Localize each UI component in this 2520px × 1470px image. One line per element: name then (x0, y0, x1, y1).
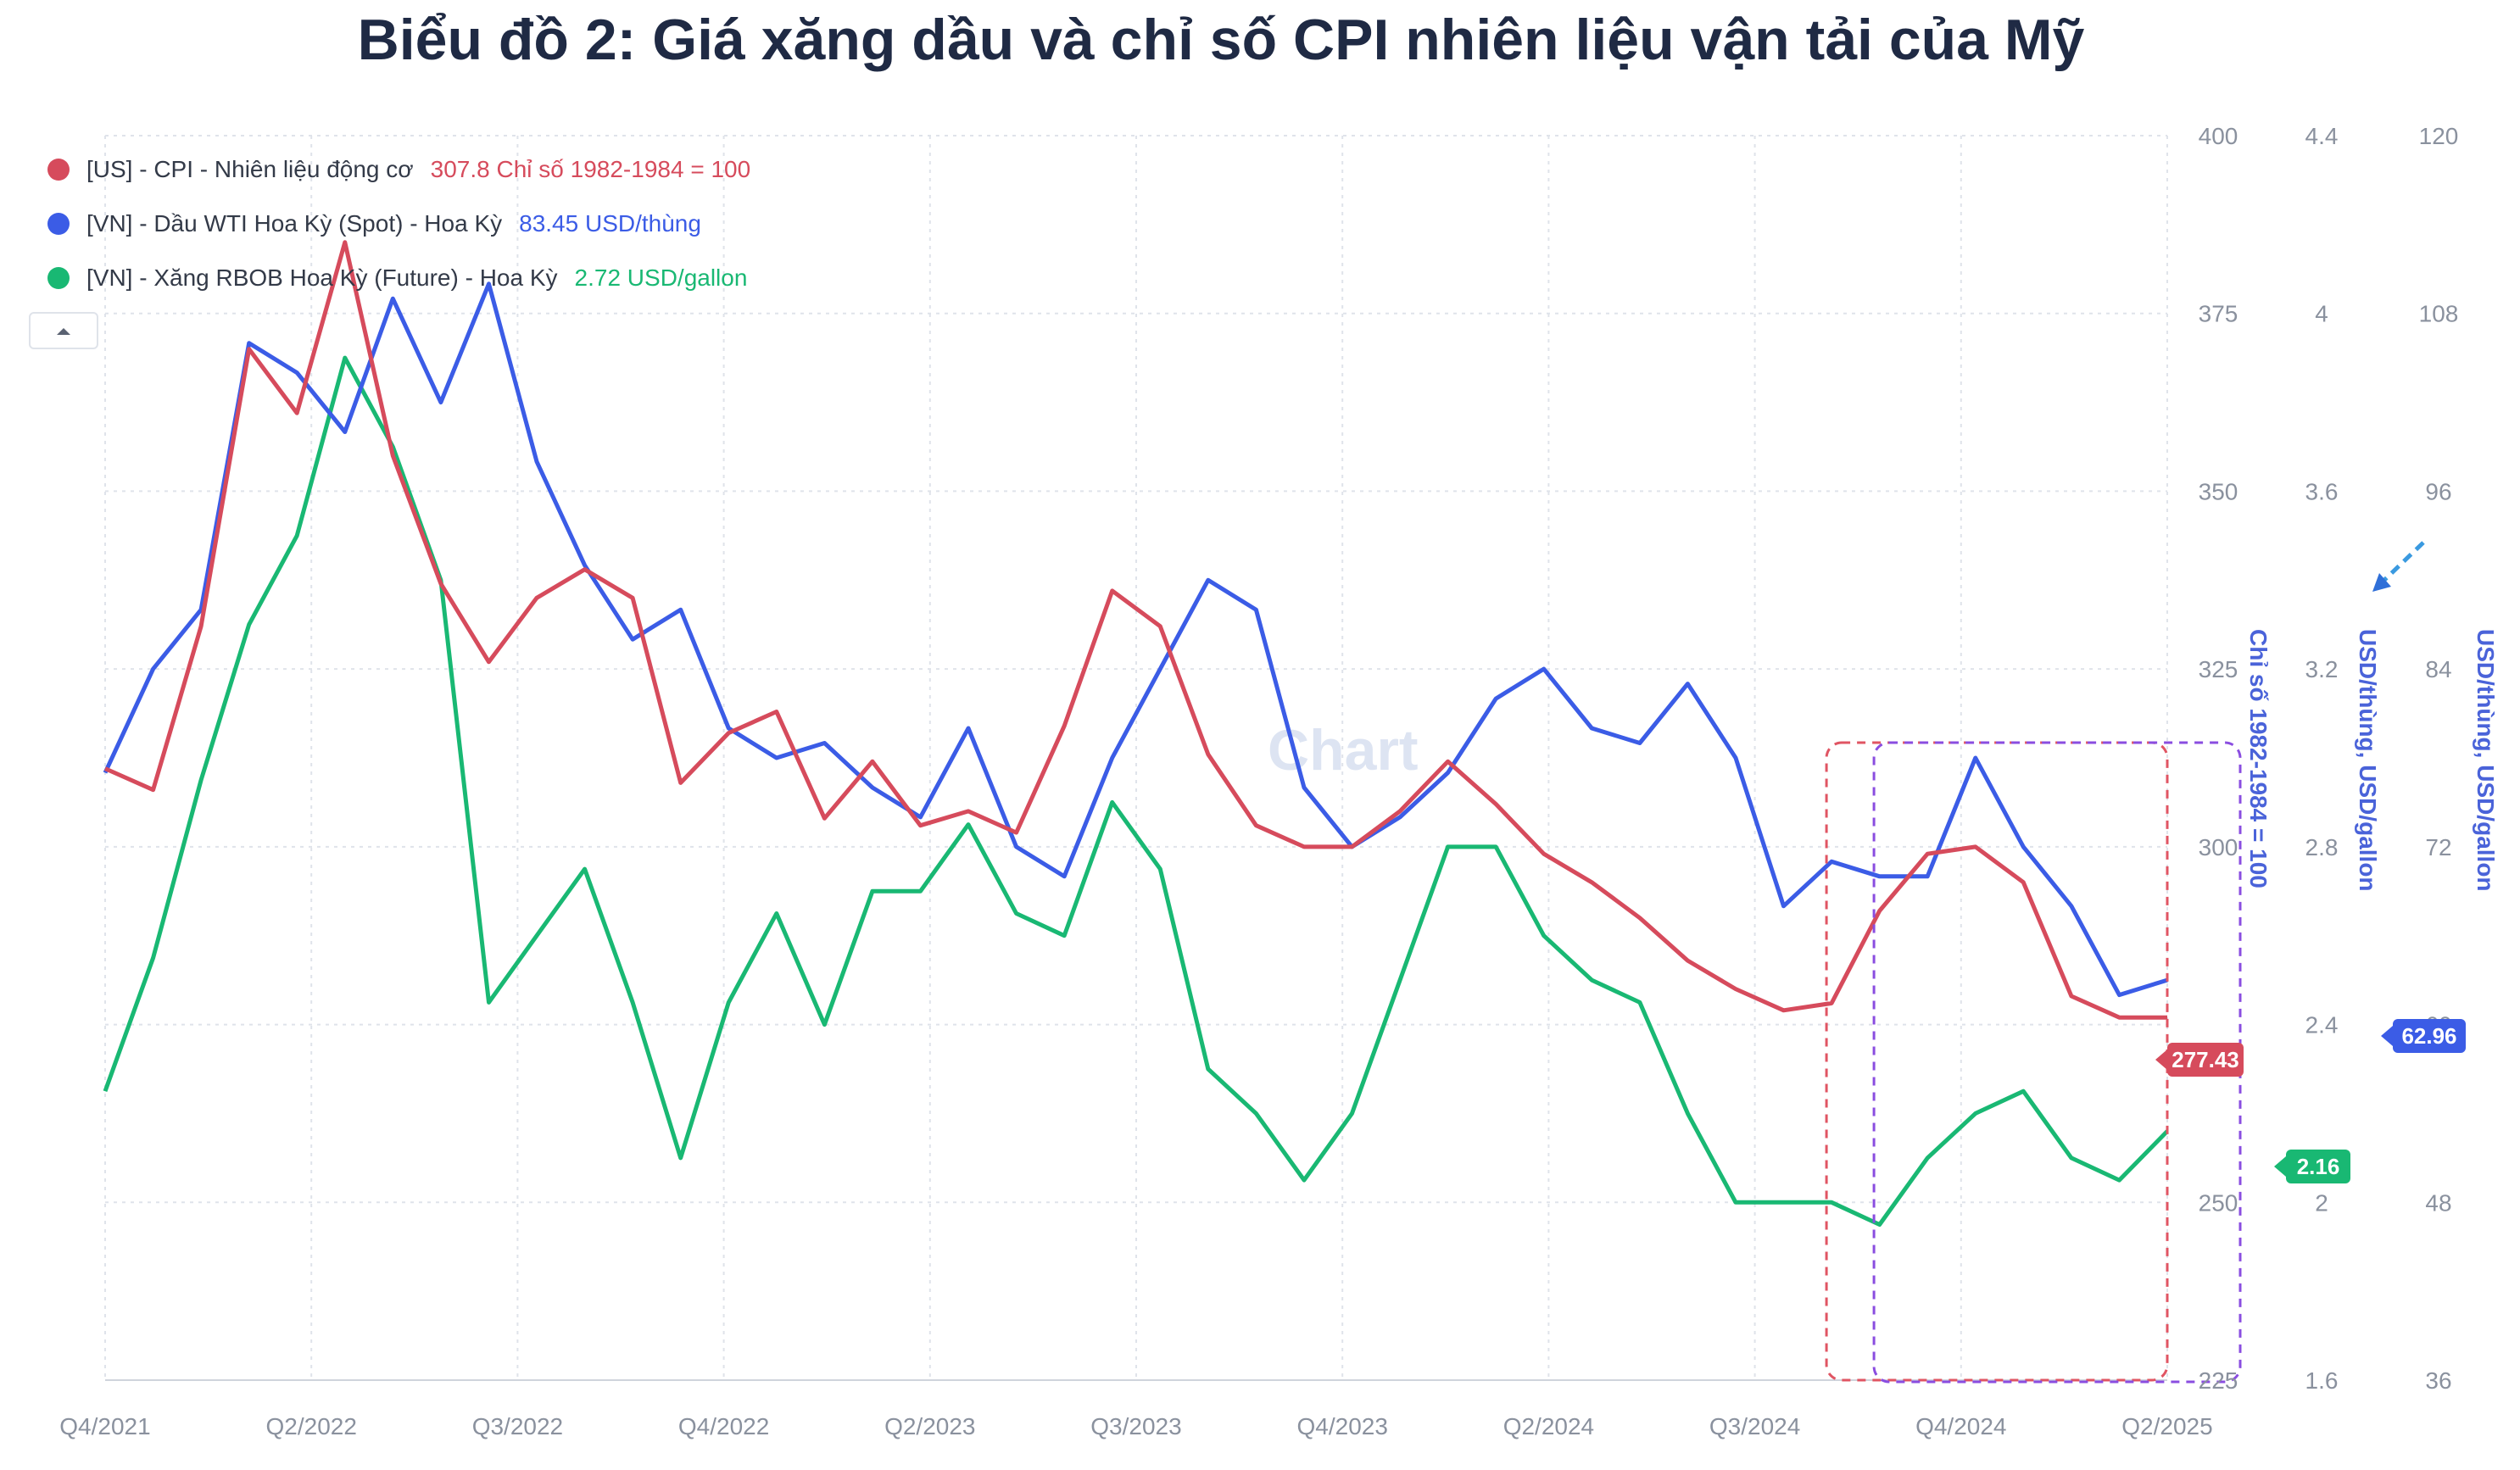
barrel-tick-label: 72 (2425, 834, 2451, 860)
x-tick-label: Q3/2022 (472, 1413, 563, 1439)
right-axis-title: USD/thùng, USD/gallon (2473, 629, 2499, 892)
x-tick-label: Q2/2024 (1503, 1413, 1594, 1439)
legend-item-wti[interactable]: [VN] - Dầu WTI Hoa Kỳ (Spot) - Hoa Kỳ 83… (47, 197, 750, 251)
legend-name: [VN] - Dầu WTI Hoa Kỳ (Spot) - Hoa Kỳ (86, 210, 503, 237)
cpi-tick-label: 400 (2199, 123, 2238, 149)
gallon-tick-label: 2 (2315, 1189, 2328, 1216)
x-tick-label: Q2/2023 (884, 1413, 975, 1439)
barrel-tick-label: 48 (2425, 1189, 2451, 1216)
wti-end-label: 62.96 (2381, 1019, 2466, 1053)
x-tick-label: Q2/2022 (265, 1413, 356, 1439)
series-line-cpi[interactable] (103, 240, 2167, 1020)
gallon-tick-label: 4.4 (2305, 123, 2339, 149)
barrel-tick-label: 96 (2425, 478, 2451, 504)
gallon-tick-label: 1.6 (2305, 1367, 2339, 1394)
legend-value: 2.72 USD/gallon (574, 264, 748, 291)
barrel-tick-label: 36 (2425, 1367, 2451, 1394)
x-tick-label: Q2/2025 (2121, 1413, 2212, 1439)
legend-dot-wti (47, 213, 70, 235)
legend-name: [VN] - Xăng RBOB Hoa Kỳ (Future) - Hoa K… (86, 264, 558, 291)
rbob-end-label: 2.16 (2274, 1150, 2350, 1183)
cpi-end-label: 277.43 (2155, 1043, 2244, 1077)
series-line-wti[interactable] (103, 281, 2168, 998)
legend-value: 83.45 USD/thùng (519, 210, 701, 237)
gallon-tick-label: 4 (2315, 301, 2328, 327)
svg-text:62.96: 62.96 (2401, 1023, 2456, 1049)
x-tick-label: Q4/2022 (678, 1413, 769, 1439)
gallon-tick-label: 3.6 (2305, 478, 2339, 504)
x-tick-label: Q3/2024 (1709, 1413, 1800, 1439)
cpi-tick-label: 375 (2199, 301, 2238, 327)
annotation-arrow (2378, 541, 2425, 587)
cpi-axis-title: Chỉ số 1982-1984 = 100 (2245, 629, 2272, 888)
legend-dot-rbob (47, 267, 70, 289)
legend: [US] - CPI - Nhiên liệu động cơ 307.8 Ch… (47, 142, 750, 305)
legend-name: [US] - CPI - Nhiên liệu động cơ (86, 156, 414, 182)
cpi-tick-label: 325 (2199, 656, 2238, 682)
cpi-tick-label: 250 (2199, 1189, 2238, 1216)
gallon-tick-label: 2.4 (2305, 1012, 2339, 1038)
svg-text:277.43: 277.43 (2172, 1047, 2239, 1072)
x-tick-label: Q3/2023 (1090, 1413, 1181, 1439)
legend-value: 307.8 Chỉ số 1982-1984 = 100 (430, 156, 751, 182)
mid-axis-title: USD/thùng, USD/gallon (2355, 629, 2381, 892)
cpi-tick-label: 300 (2199, 834, 2238, 860)
collapse-legend-button[interactable] (29, 312, 98, 349)
annotation-arrow-head (2372, 573, 2391, 592)
highlight-box-red (1825, 741, 2169, 1382)
legend-item-rbob[interactable]: [VN] - Xăng RBOB Hoa Kỳ (Future) - Hoa K… (47, 251, 750, 305)
chart-title: Biểu đồ 2: Giá xăng dầu và chỉ số CPI nh… (357, 8, 2085, 72)
svg-text:2.16: 2.16 (2297, 1154, 2340, 1179)
series-line-rbob[interactable] (103, 355, 2169, 1227)
chevron-up-icon (57, 328, 70, 335)
barrel-tick-label: 108 (2419, 301, 2459, 327)
barrel-tick-label: 120 (2419, 123, 2459, 149)
legend-item-cpi[interactable]: [US] - CPI - Nhiên liệu động cơ 307.8 Ch… (47, 142, 750, 197)
x-tick-label: Q4/2023 (1296, 1413, 1387, 1439)
legend-dot-cpi (47, 159, 70, 181)
gallon-tick-label: 3.2 (2305, 656, 2339, 682)
gallon-tick-label: 2.8 (2305, 834, 2339, 860)
cpi-tick-label: 225 (2199, 1367, 2238, 1394)
x-tick-label: Q4/2024 (1915, 1413, 2006, 1439)
barrel-tick-label: 84 (2425, 656, 2451, 682)
cpi-tick-label: 350 (2199, 478, 2238, 504)
x-tick-label: Q4/2021 (59, 1413, 150, 1439)
watermark-text: Chart (1268, 718, 1419, 782)
